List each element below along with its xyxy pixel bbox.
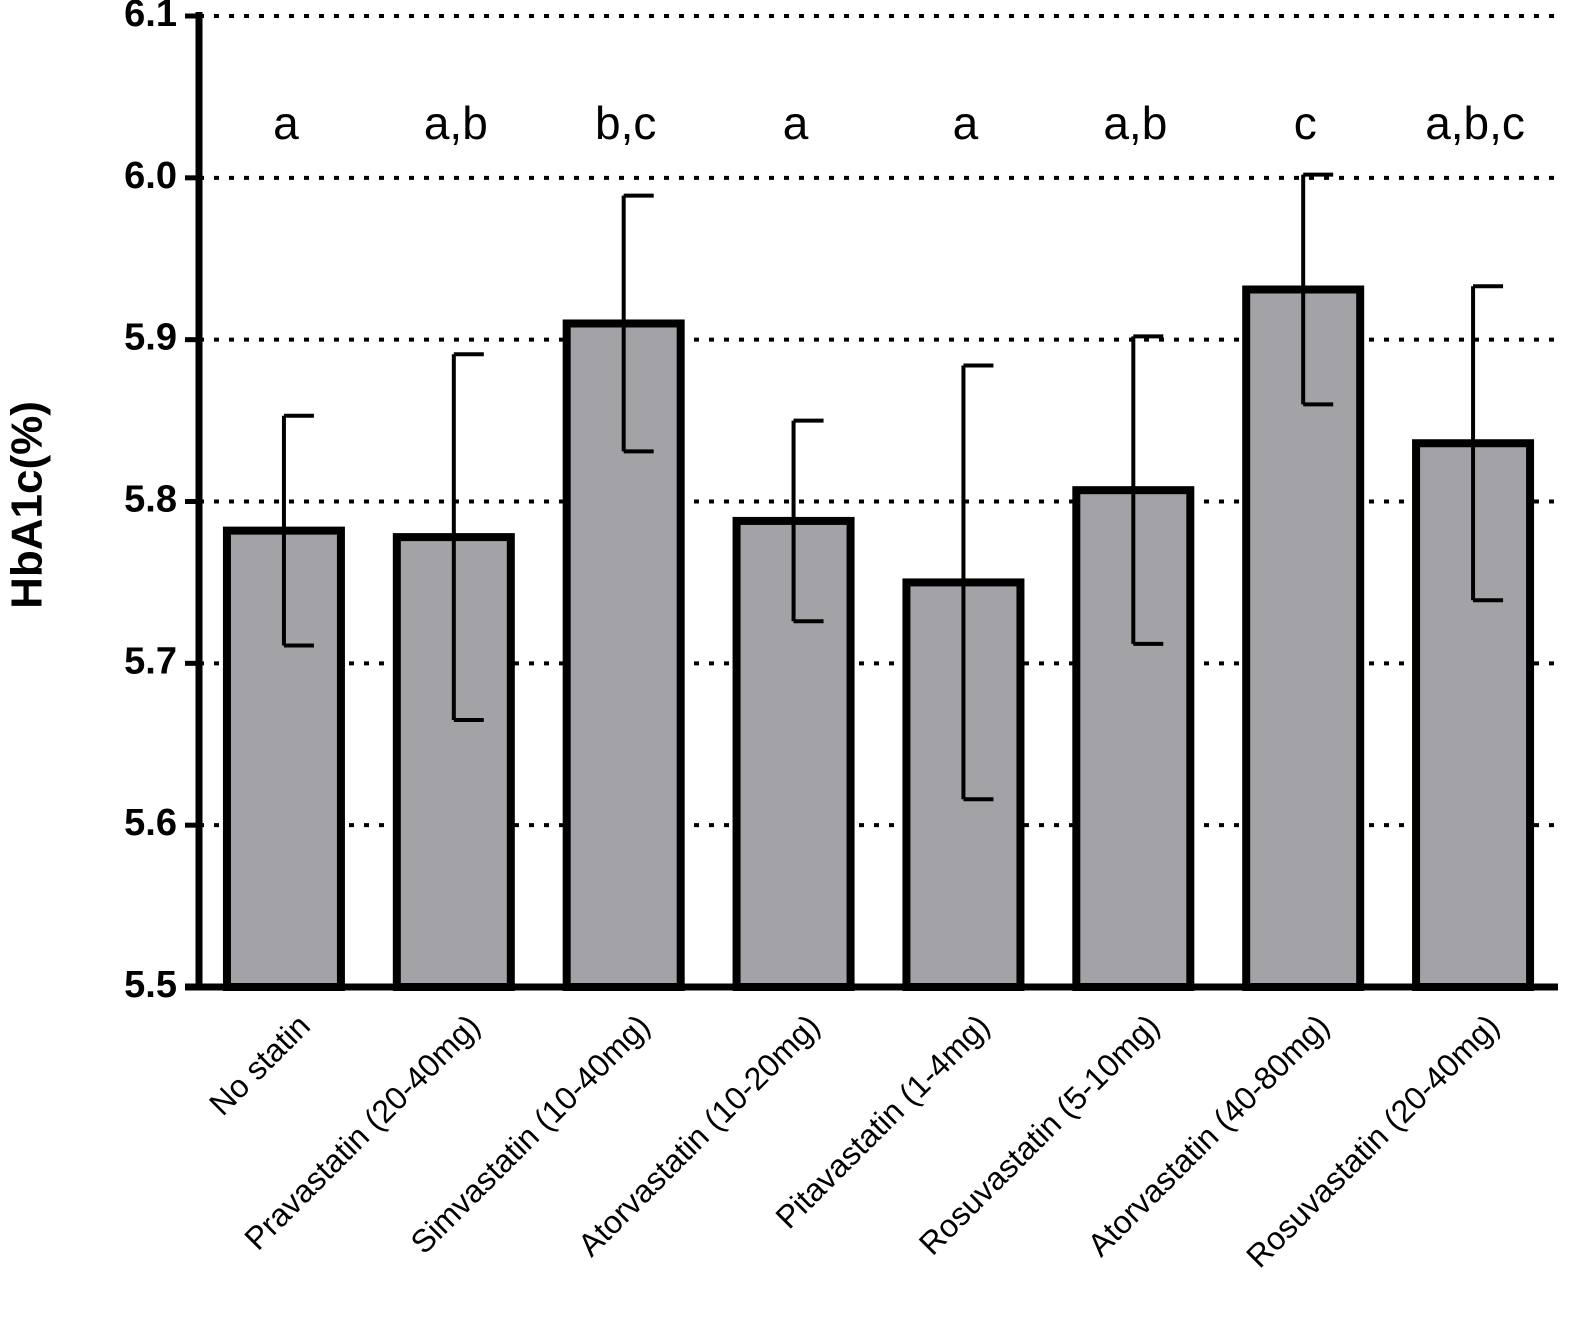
y-axis-label: HbA1c(%): [3, 401, 52, 609]
annotation: a: [273, 97, 299, 149]
y-tick-label: 5.7: [124, 640, 177, 682]
annotation: a,b: [424, 97, 488, 149]
annotation: a,b,c: [1425, 97, 1525, 149]
y-tick-label: 5.8: [124, 479, 177, 521]
error-bar: [791, 418, 824, 624]
annotation: a: [783, 97, 809, 149]
error-bar: [1471, 284, 1504, 603]
error-bar: [621, 193, 654, 454]
x-tick-label: No statin: [202, 1007, 317, 1122]
error-bar: [1131, 334, 1164, 646]
error-bar: [451, 352, 484, 722]
error-bar: [1301, 172, 1334, 407]
annotation: b,c: [595, 97, 656, 149]
annotation: a: [953, 97, 979, 149]
y-tick-label: 6.1: [124, 0, 177, 35]
y-tick-label: 5.6: [124, 802, 177, 844]
annotation: a,b: [1103, 97, 1167, 149]
error-bar: [961, 363, 994, 802]
y-tick-label: 5.5: [124, 964, 177, 1006]
y-tick-label: 5.9: [124, 317, 177, 359]
annotation: c: [1294, 97, 1317, 149]
error-bar: [281, 413, 314, 648]
y-tick-label: 6.0: [124, 155, 177, 197]
